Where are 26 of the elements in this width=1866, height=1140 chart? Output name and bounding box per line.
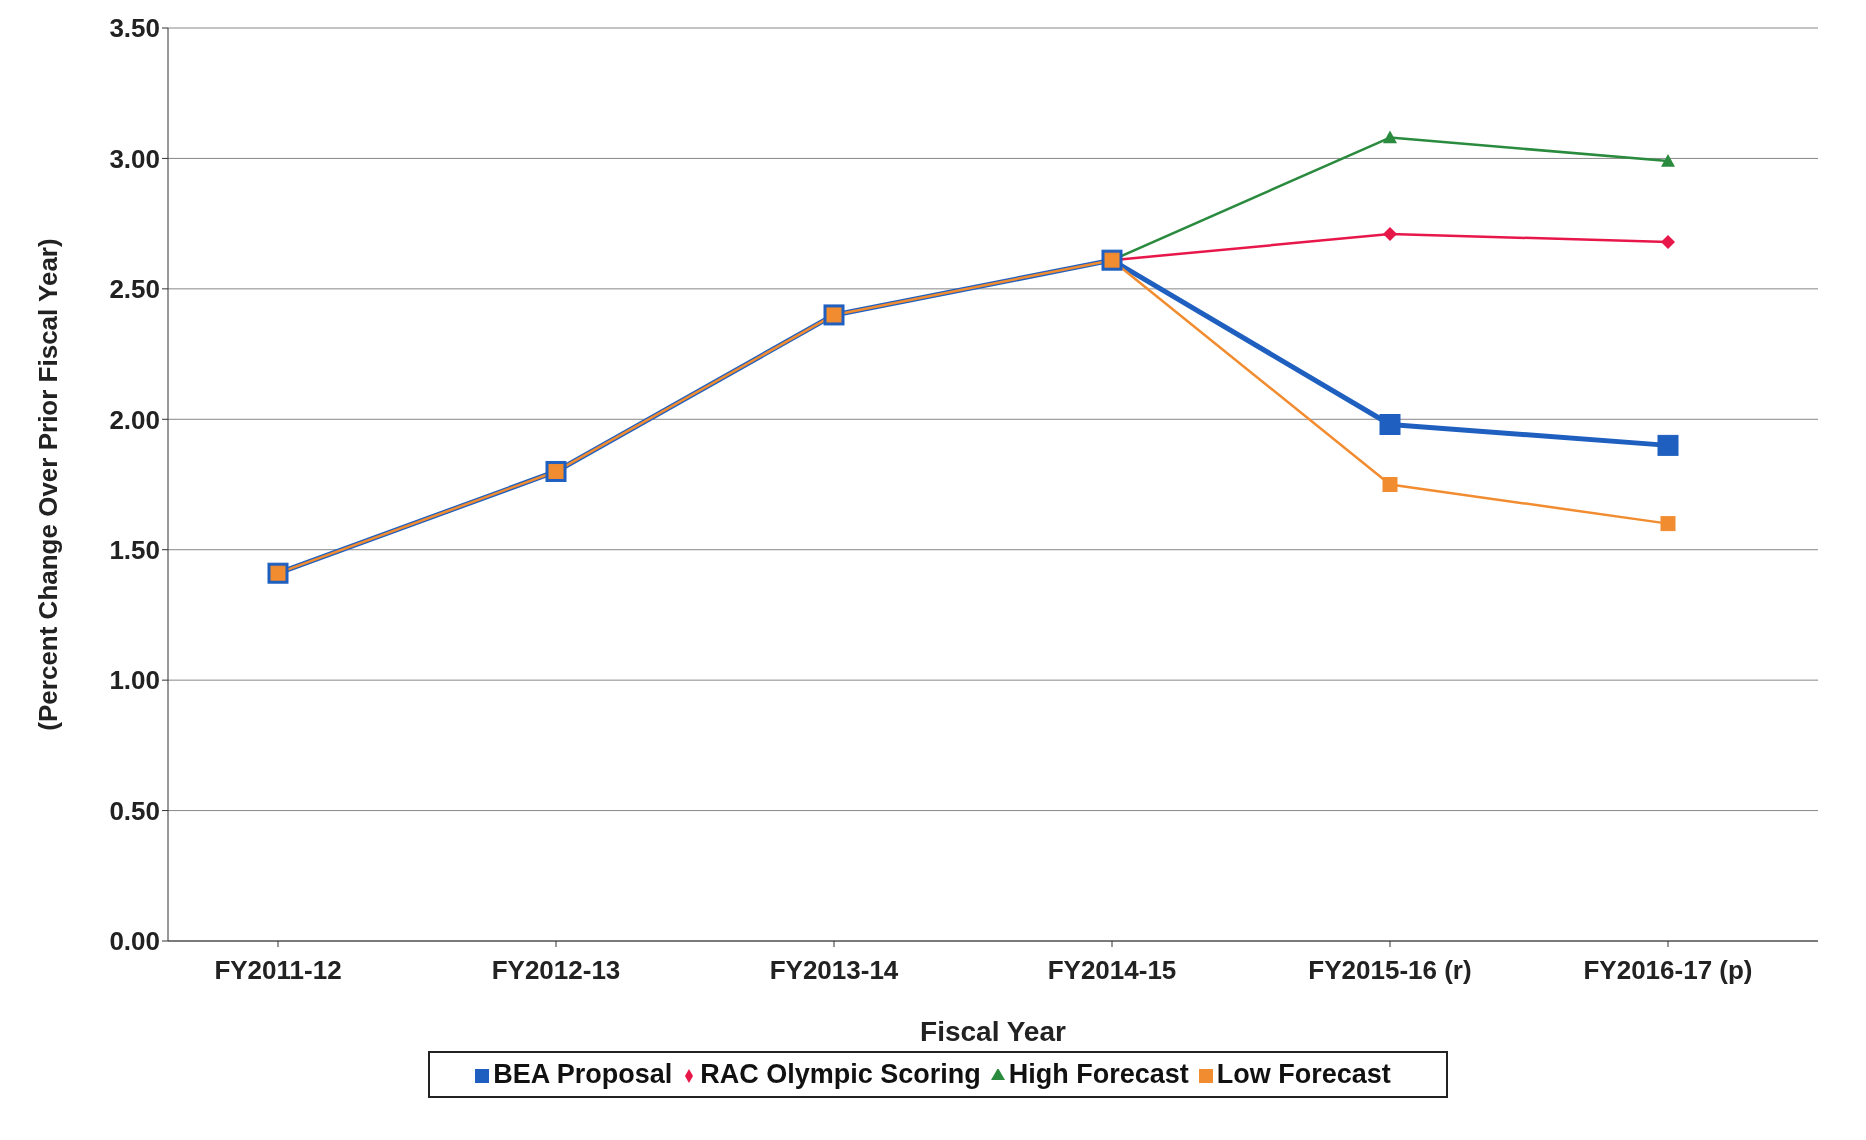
point	[1382, 477, 1398, 492]
legend-label: BEA Proposal	[493, 1059, 673, 1089]
y-tick-label: 3.50	[109, 13, 160, 44]
x-tick-label: FY2012-13	[491, 955, 621, 986]
x-tick-label: FY2014-15	[1047, 955, 1177, 986]
point	[1660, 516, 1676, 532]
point	[1383, 227, 1397, 242]
point	[1657, 434, 1679, 456]
x-tick-label: FY2015-16 (r)	[1308, 955, 1472, 986]
legend-label: RAC Olympic Scoring	[700, 1059, 981, 1089]
point	[1379, 414, 1401, 435]
x-tick-label: FY2016-17 (p)	[1583, 955, 1753, 986]
x-axis-title: Fiscal Year	[920, 1016, 1067, 1047]
x-tick-label: FY2011-12	[214, 955, 342, 986]
legend-label: High Forecast	[1008, 1059, 1189, 1089]
y-tick-label: 0.50	[109, 795, 160, 826]
x-tick-label: FY2013-14	[769, 955, 899, 986]
y-tick-label: 2.50	[109, 274, 160, 305]
legend-label: Low Forecast	[1216, 1059, 1391, 1089]
y-tick-label: 3.00	[109, 143, 160, 174]
point	[1661, 234, 1675, 249]
y-tick-label: 2.00	[109, 404, 160, 435]
y-tick-label: 1.50	[109, 534, 160, 565]
y-tick-label: 0.00	[109, 926, 160, 957]
y-tick-label: 1.00	[109, 665, 160, 696]
y-axis-title: (Percent Change Over Prior Fiscal Year)	[33, 238, 64, 731]
